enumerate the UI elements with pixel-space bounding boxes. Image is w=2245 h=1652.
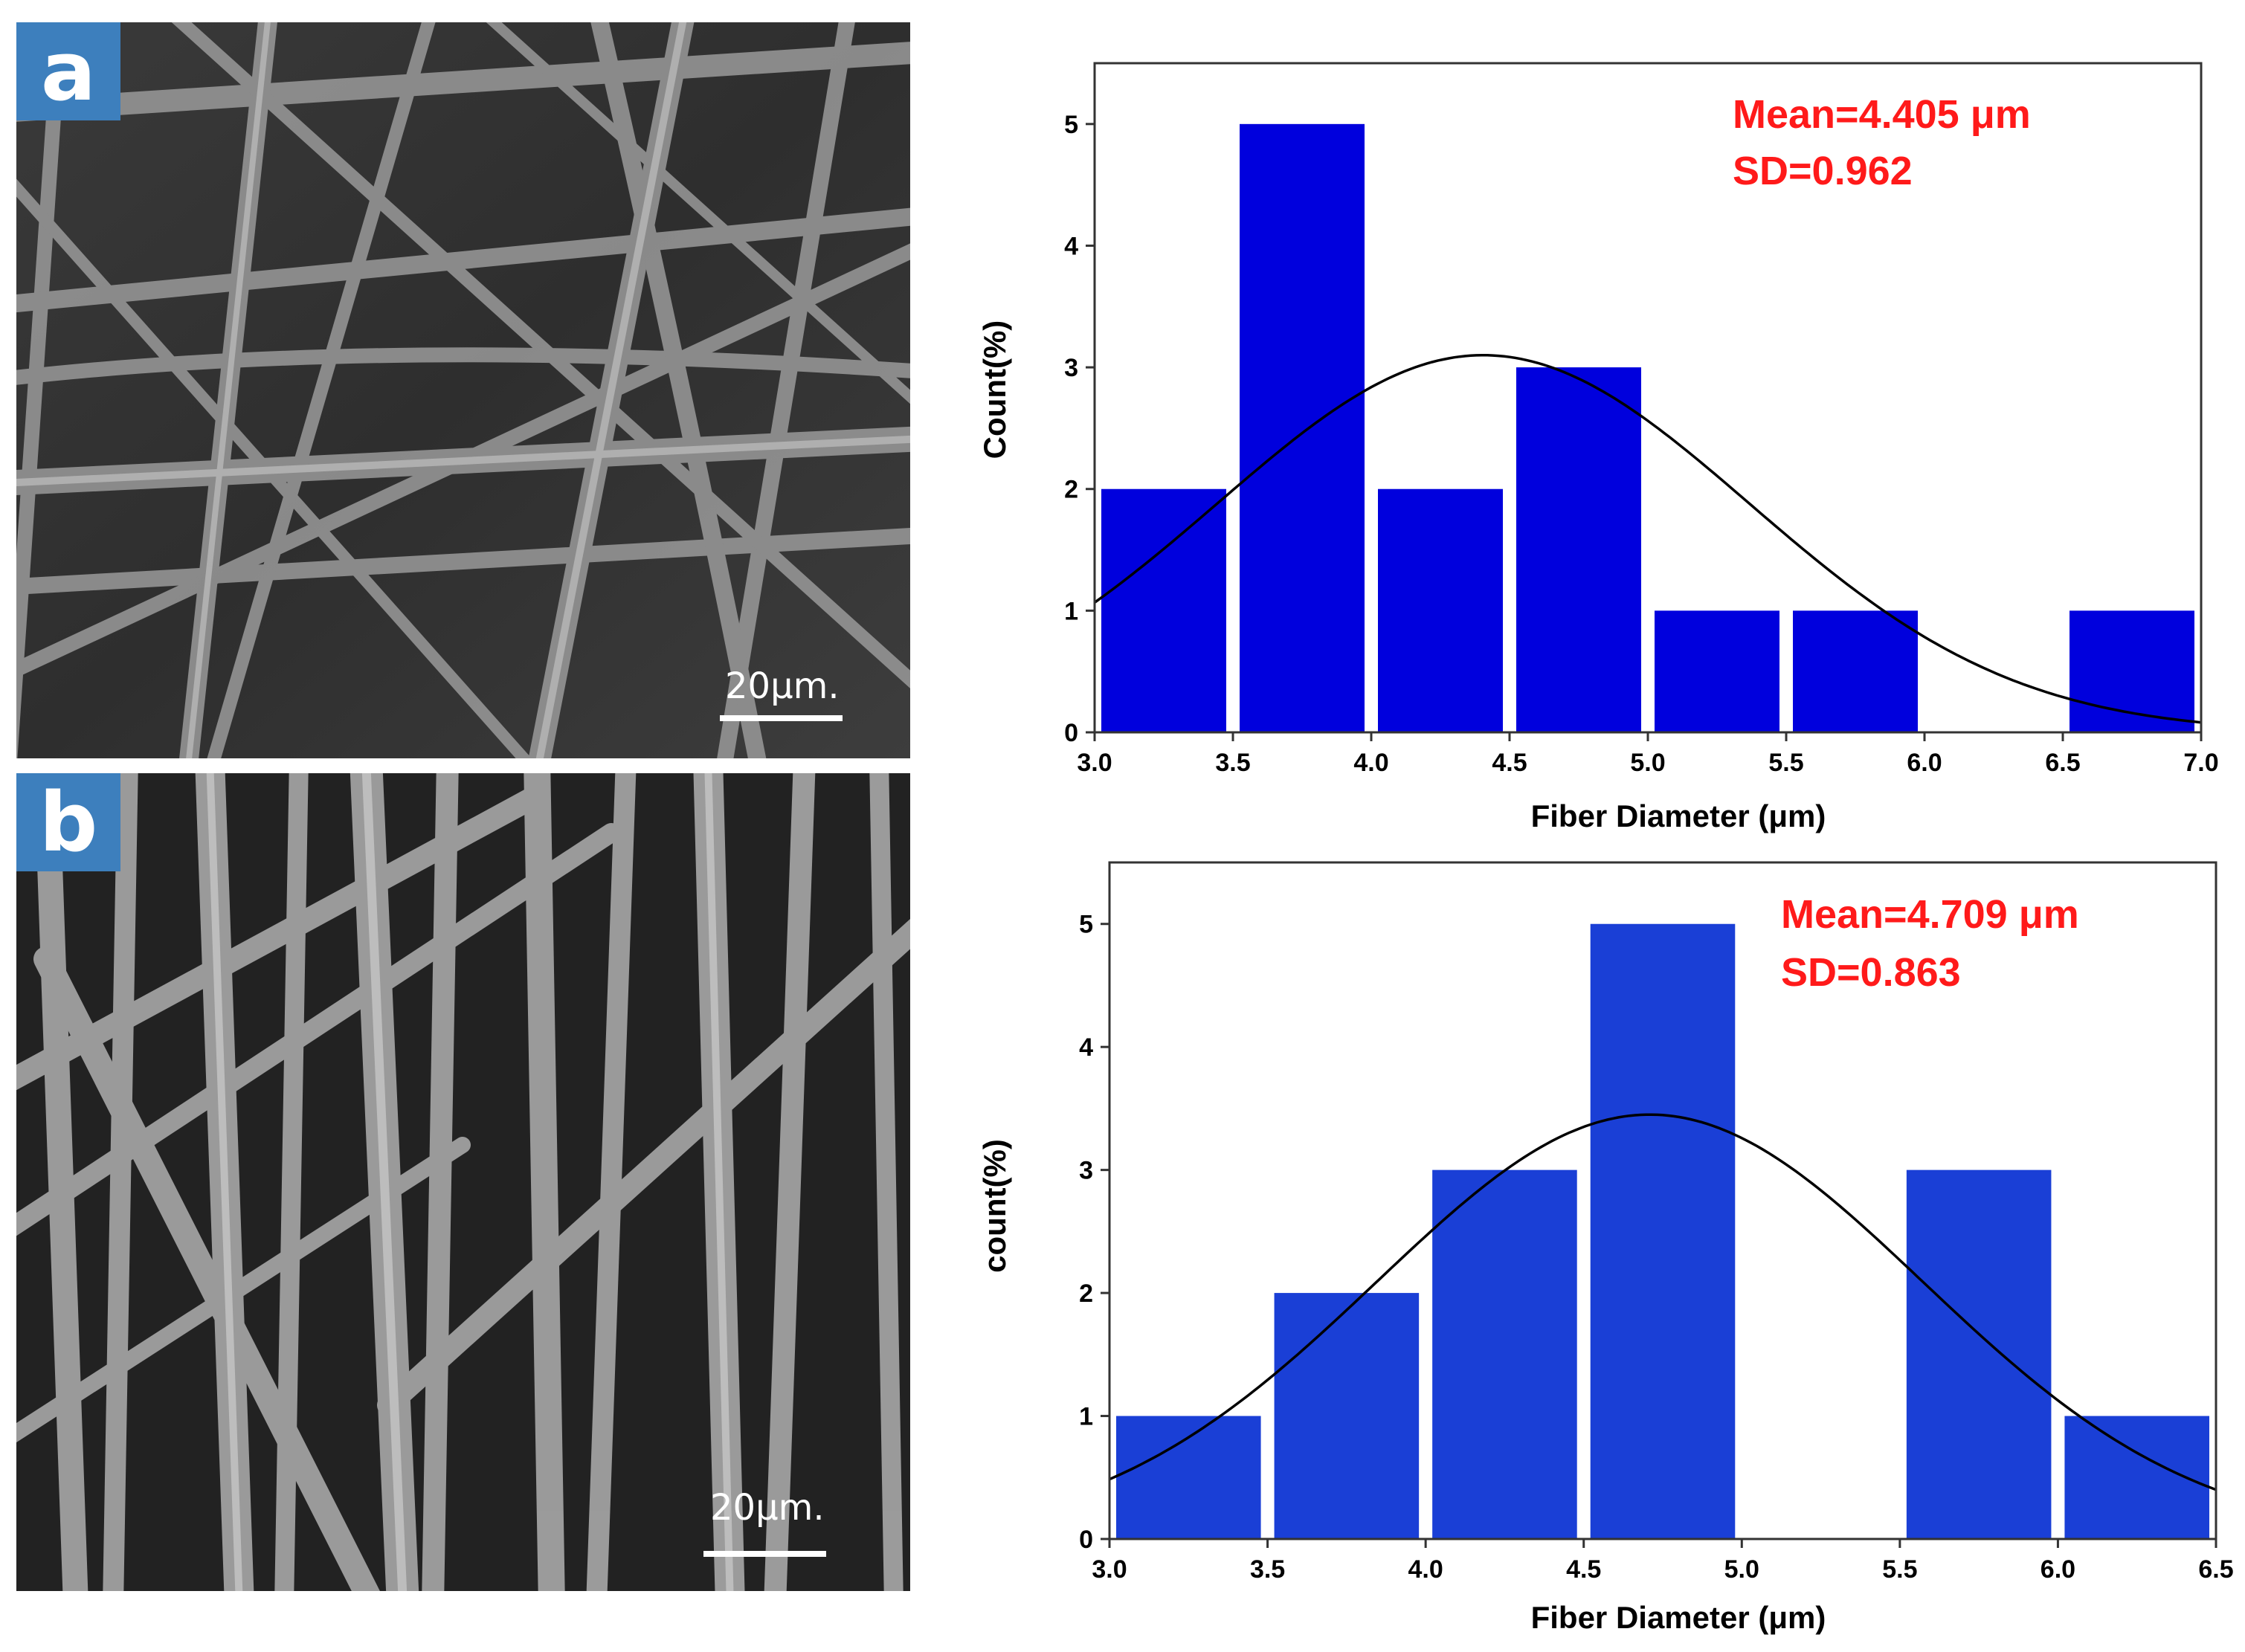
chart-a-fit-curve [1093, 353, 2202, 724]
chart-a-x-tick-label-6: 6.0 [1907, 749, 1942, 777]
chart-a-y-tick-label-2: 2 [1064, 476, 1078, 504]
chart-a-mean-annotation: Mean=4.405 μm [1733, 92, 2031, 137]
chart-b-sd-annotation: SD=0.863 [1781, 950, 1961, 995]
scale-bar-b [703, 1551, 826, 1557]
chart-b-bar-1 [1274, 1293, 1420, 1539]
chart-b-y-tick-label-4: 4 [1079, 1033, 1093, 1062]
chart-b-y-tick-label-5: 5 [1079, 911, 1093, 939]
chart-a-x-tick-label-0: 3.0 [1077, 749, 1112, 777]
chart-b-x-axis-title: Fiber Diameter (μm) [1531, 1600, 1826, 1635]
chart-a: 3.0 3.5 4.0 4.5 5.0 5.5 6.0 6.5 7.0 0 1 2 3 4 5 Fiber… [977, 62, 2219, 833]
chart-a-bars [1101, 123, 2194, 732]
chart-a-x-tick-label-3: 4.5 [1492, 749, 1527, 777]
chart-a-bar-2 [1378, 488, 1503, 732]
chart-b-y-axis-title: count(%) [977, 1139, 1012, 1273]
chart-b: 3.0 3.5 4.0 4.5 5.0 5.5 6.0 6.5 0 1 2 3 4 5 Fiber Di… [977, 861, 2234, 1635]
sem-image-a [16, 22, 910, 758]
chart-a-x-axis-title: Fiber Diameter (μm) [1531, 798, 1826, 833]
chart-b-bar-2 [1432, 1169, 1577, 1539]
chart-a-bar-4 [1655, 610, 1779, 732]
chart-a-y-tick-label-3: 3 [1064, 354, 1078, 382]
chart-a-x-tick-label-7: 6.5 [2045, 749, 2080, 777]
chart-a-bar-1 [1240, 123, 1365, 732]
chart-b-y-ticks: 0 1 2 3 4 5 [1079, 911, 1109, 1554]
scale-bar-a [720, 715, 843, 721]
panel-label-b: b [16, 773, 120, 871]
chart-a-y-tick-label-1: 1 [1064, 597, 1078, 625]
chart-a-y-tick-label-0: 0 [1064, 719, 1078, 747]
fiber-texture-b [16, 773, 910, 1591]
chart-a-bar-5 [1793, 610, 1918, 732]
chart-b-bar-3 [1590, 923, 1736, 1539]
chart-a-sd-annotation: SD=0.962 [1733, 149, 1913, 193]
chart-b-x-tick-label-4: 5.0 [1724, 1555, 1759, 1584]
chart-a-y-tick-label-5: 5 [1064, 111, 1078, 139]
chart-b-x-ticks: 3.0 3.5 4.0 4.5 5.0 5.5 6.0 6.5 [1092, 1539, 2234, 1584]
chart-a-x-tick-label-4: 5.0 [1630, 749, 1665, 777]
sem-image-b [16, 773, 910, 1591]
chart-b-x-tick-label-0: 3.0 [1092, 1555, 1127, 1584]
chart-a-x-tick-label-2: 4.0 [1353, 749, 1388, 777]
chart-b-bar-0 [1116, 1416, 1261, 1539]
chart-a-bar-3 [1516, 367, 1641, 732]
chart-b-y-tick-label-2: 2 [1079, 1280, 1093, 1308]
chart-a-y-ticks: 0 1 2 3 4 5 [1064, 111, 1095, 747]
chart-b-x-tick-label-7: 6.5 [2198, 1555, 2233, 1584]
chart-b-x-tick-label-2: 4.0 [1408, 1555, 1443, 1584]
chart-b-x-tick-label-5: 5.5 [1882, 1555, 1917, 1584]
chart-a-bar-0 [1101, 488, 1226, 732]
chart-b-x-tick-label-3: 4.5 [1566, 1555, 1601, 1584]
chart-b-x-tick-label-6: 6.0 [2041, 1555, 2075, 1584]
chart-b-y-tick-label-1: 1 [1079, 1403, 1093, 1431]
chart-b-y-tick-label-0: 0 [1079, 1526, 1093, 1554]
chart-a-y-axis-title: Count(%) [977, 320, 1012, 459]
chart-a-y-tick-label-4: 4 [1064, 232, 1078, 260]
chart-a-x-ticks: 3.0 3.5 4.0 4.5 5.0 5.5 6.0 6.5 7.0 [1077, 732, 2219, 777]
chart-b-bars [1116, 923, 2209, 1539]
panel-label-a: a [16, 22, 120, 120]
scale-text-b: 20μm. [710, 1487, 825, 1529]
chart-b-mean-annotation: Mean=4.709 μm [1781, 892, 2079, 937]
chart-b-x-tick-label-1: 3.5 [1250, 1555, 1285, 1584]
chart-b-fit-curve [1109, 1113, 2217, 1491]
chart-a-x-tick-label-5: 5.5 [1768, 749, 1803, 777]
chart-b-bar-5 [1906, 1169, 2052, 1539]
scale-text-a: 20μm. [725, 665, 840, 707]
chart-b-plot-frame [1108, 861, 2217, 1540]
chart-a-x-tick-label-1: 3.5 [1215, 749, 1250, 777]
chart-a-x-tick-label-8: 7.0 [2183, 749, 2218, 777]
chart-b-y-tick-label-3: 3 [1079, 1157, 1093, 1185]
fiber-texture-a [16, 22, 910, 758]
